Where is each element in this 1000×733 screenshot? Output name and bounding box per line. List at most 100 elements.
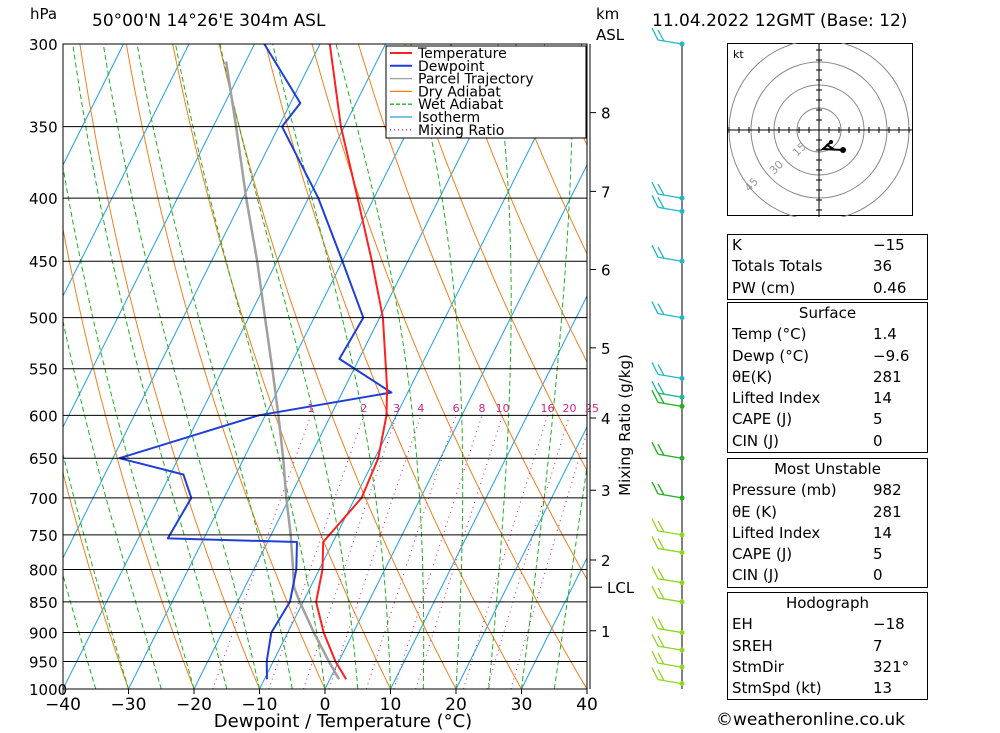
dry-adiabat-line bbox=[450, 44, 587, 364]
mixing-ratio-line bbox=[328, 415, 422, 689]
datetime-title: 11.04.2022 12GMT (Base: 12) bbox=[652, 11, 908, 31]
index-value: −15 bbox=[873, 236, 905, 254]
wind-barb-dot bbox=[679, 532, 685, 538]
index-value: 281 bbox=[873, 367, 902, 386]
wind-barb bbox=[651, 536, 685, 555]
x-tick-label: 0 bbox=[320, 695, 331, 715]
wind-barb bbox=[651, 380, 685, 400]
height-tick-label: 6 bbox=[601, 261, 611, 279]
wet-adiabat-line bbox=[488, 44, 512, 689]
wind-barb-dot bbox=[679, 630, 685, 636]
index-row: Lifted Index 14 bbox=[728, 388, 927, 409]
index-row: Totals Totals 36 bbox=[728, 256, 927, 277]
asl-label: ASL bbox=[596, 26, 625, 44]
mixing-ratio-label: 8 bbox=[478, 402, 485, 415]
index-row: θE(K) 281 bbox=[728, 367, 927, 388]
index-label: K bbox=[732, 236, 742, 254]
index-row: SREH 7 bbox=[728, 636, 927, 657]
index-label: Lifted Index bbox=[732, 389, 821, 408]
wind-barb bbox=[651, 195, 685, 214]
index-label: CAPE (J) bbox=[732, 545, 793, 564]
location-title: 50°00'N 14°26'E 304m ASL bbox=[92, 11, 326, 31]
height-tick-label: 8 bbox=[601, 105, 611, 123]
wind-barb bbox=[651, 244, 685, 264]
wind-barb-dot bbox=[679, 315, 685, 321]
pressure-tick-label: 550 bbox=[29, 361, 58, 379]
dry-adiabat-line bbox=[915, 44, 1000, 689]
x-tick-label: 40 bbox=[576, 695, 598, 715]
index-label: Temp (°C) bbox=[732, 325, 807, 344]
mixing-ratio-label: 1 bbox=[307, 402, 314, 415]
wind-barb-dot bbox=[679, 599, 685, 605]
index-label: Lifted Index bbox=[732, 523, 821, 542]
pressure-tick-label: 300 bbox=[29, 36, 58, 54]
legend-entry: Wet Adiabat bbox=[418, 97, 504, 113]
pressure-tick-label: 350 bbox=[29, 119, 58, 137]
wind-barb-dot bbox=[679, 195, 685, 201]
pressure-tick-label: 750 bbox=[29, 527, 58, 545]
plot-frame bbox=[62, 43, 588, 690]
index-row: PW (cm) 0.46 bbox=[728, 278, 927, 299]
legend-entry: Temperature bbox=[417, 46, 507, 62]
parcel-trajectory-profile bbox=[224, 61, 341, 680]
hpa-label: hPa bbox=[30, 5, 58, 23]
mixing-ratio-line bbox=[303, 415, 398, 689]
hodograph-title: Hodograph bbox=[785, 594, 870, 612]
dry-adiabat-line bbox=[497, 44, 587, 255]
lcl-label: LCL bbox=[607, 579, 635, 597]
index-label: EH bbox=[732, 615, 753, 634]
legend-entry: Isotherm bbox=[418, 110, 480, 126]
mixing-ratio-label: 20 bbox=[563, 402, 577, 415]
index-value: 982 bbox=[873, 481, 902, 500]
wet-adiabat-line bbox=[136, 44, 293, 689]
pressure-tick-label: 850 bbox=[29, 594, 58, 612]
index-label: PW (cm) bbox=[732, 278, 796, 297]
isotherm-line bbox=[63, 44, 386, 689]
index-label: θE(K) bbox=[732, 367, 773, 386]
mixing-ratio-label: 10 bbox=[496, 402, 510, 415]
wind-barb-dot bbox=[679, 258, 685, 264]
wet-adiabat-line bbox=[272, 44, 391, 689]
isotherm-line bbox=[259, 44, 583, 689]
pressure-tick-label: 900 bbox=[29, 625, 58, 643]
copyright-footer[interactable]: ©weatheronline.co.uk bbox=[716, 710, 906, 730]
index-row: Temp (°C) 1.4 bbox=[728, 324, 927, 345]
wet-adiabat-line bbox=[63, 164, 195, 689]
index-row: StmDir 321° bbox=[728, 657, 927, 678]
legend-box bbox=[385, 45, 587, 139]
index-label: Totals Totals bbox=[732, 257, 823, 276]
wind-barb bbox=[651, 633, 685, 653]
index-row: Lifted Index 14 bbox=[728, 523, 927, 544]
index-row: K −15 bbox=[728, 235, 927, 256]
wet-adiabat-line bbox=[102, 44, 260, 689]
height-tick-label: 4 bbox=[601, 410, 611, 428]
dry-adiabat-line bbox=[79, 44, 260, 689]
index-label: Pressure (mb) bbox=[732, 481, 837, 500]
pressure-tick-label: 400 bbox=[29, 190, 58, 208]
indices-top-box: K −15 Totals Totals 36 PW (cm) 0.46 bbox=[727, 234, 928, 300]
wet-adiabat-line bbox=[553, 463, 587, 689]
pressure-tick-label: 800 bbox=[29, 561, 58, 579]
isotherm-line bbox=[63, 44, 124, 167]
isotherm-line bbox=[455, 425, 587, 689]
height-tick-label: 2 bbox=[601, 552, 611, 570]
mixing-ratio-label: 3 bbox=[393, 402, 400, 415]
isotherm-line bbox=[390, 294, 587, 689]
index-value: 36 bbox=[873, 257, 893, 276]
dewpoint-profile bbox=[118, 44, 393, 680]
x-tick-label: 10 bbox=[380, 695, 402, 715]
index-row: Dewp (°C) −9.6 bbox=[728, 346, 927, 367]
hodograph-point bbox=[829, 140, 833, 144]
wet-adiabat-line bbox=[63, 451, 129, 689]
wind-barb bbox=[651, 566, 685, 586]
wind-barb-dot bbox=[679, 208, 685, 214]
wind-barb-dot bbox=[679, 580, 685, 586]
isotherm-line bbox=[193, 44, 517, 689]
index-row: CIN (J) 0 bbox=[728, 431, 927, 452]
isotherm-line bbox=[128, 44, 452, 689]
wind-barb-dot bbox=[679, 549, 685, 555]
mixing-ratio-label: 6 bbox=[453, 402, 460, 415]
wet-adiabat-line bbox=[175, 44, 326, 689]
